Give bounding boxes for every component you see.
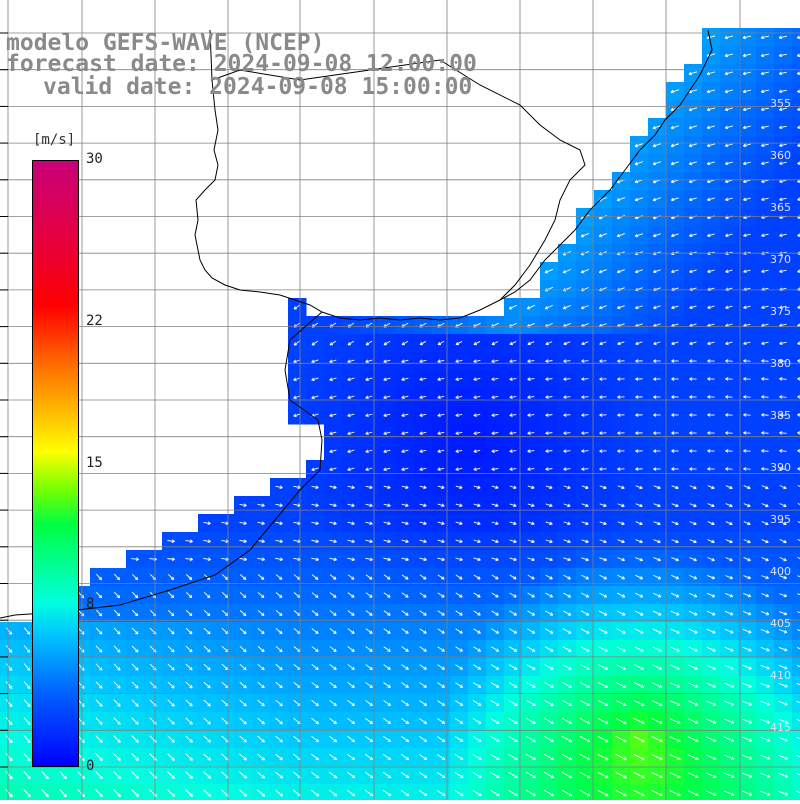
wind-speed-cell [0,784,19,800]
wind-speed-cell [378,784,397,800]
wind-speed-cell [90,784,109,800]
latitude-label: 415 [770,721,791,734]
latitude-label: 375 [770,305,791,318]
wind-speed-cell [216,784,235,800]
wind-speed-cell [468,784,487,800]
latitude-label: 390 [770,461,791,474]
wind-speed-cell [540,784,559,800]
wind-speed-cell [198,784,217,800]
latitude-label: 405 [770,617,791,630]
wind-speed-cell [612,784,631,800]
wind-speed-cell [792,712,800,731]
wind-speed-cell [792,676,800,695]
wind-speed-cell [234,784,253,800]
wind-speed-cell [162,784,181,800]
title-forecast-date: forecast date: 2024-09-08 12:00:00 [6,53,477,76]
wind-speed-cell [36,784,55,800]
latitude-label: 385 [770,409,791,422]
latitude-label: 355 [770,97,791,110]
wind-speed-cell [288,784,307,800]
wind-speed-cell [738,784,757,800]
wind-speed-cell [792,658,800,677]
latitude-label: 380 [770,357,791,370]
title-valid-date: valid date: 2024-09-08 15:00:00 [43,76,472,99]
wind-speed-cell [720,784,739,800]
wind-speed-cell [792,550,800,569]
wind-speed-cell [756,784,775,800]
wind-speed-cell [396,784,415,800]
latitude-label: 360 [770,149,791,162]
wind-speed-cell [360,784,379,800]
wind-speed-cell [792,478,800,497]
wind-speed-cell [108,784,127,800]
wind-speed-cell [450,784,469,800]
wind-speed-cell [792,694,800,713]
wind-speed-cell [792,586,800,605]
latitude-label: 395 [770,513,791,526]
wind-speed-cell [792,532,800,551]
colorbar-tick-label: 0 [86,758,94,774]
wind-speed-cell [792,604,800,623]
wind-speed-cell [270,784,289,800]
wind-speed-cell [252,784,271,800]
wind-speed-cell [342,784,361,800]
wind-speed-cell [522,784,541,800]
wind-speed-cell [792,730,800,749]
wind-speed-cell [594,784,613,800]
latitude-label: 410 [770,669,791,682]
colorbar-tick-label: 22 [86,313,103,329]
colorbar [32,160,79,767]
wind-speed-cell [432,784,451,800]
wind-speed-cell [558,784,577,800]
wind-speed-cell [792,766,800,785]
colorbar-tick-label: 30 [86,151,103,167]
wind-speed-cell [792,514,800,533]
wind-speed-cell [792,622,800,641]
wind-speed-cell [486,784,505,800]
wind-speed-cell [630,784,649,800]
wind-speed-cell [144,784,163,800]
wind-speed-cell [648,784,667,800]
colorbar-unit: [m/s] [33,132,75,148]
wind-speed-field [0,28,800,800]
colorbar-tick-label: 8 [86,596,94,612]
wind-speed-cell [18,784,37,800]
wind-speed-cell [126,784,145,800]
wind-speed-cell [72,784,91,800]
latitude-label: 370 [770,253,791,266]
colorbar-tick-label: 15 [86,455,103,471]
wind-speed-cell [792,748,800,767]
wind-speed-cell [414,784,433,800]
wind-speed-cell [684,784,703,800]
latitude-label: 400 [770,565,791,578]
wind-speed-cell [792,640,800,659]
wind-speed-cell [702,784,721,800]
wind-speed-cell [306,784,325,800]
latitude-label: 365 [770,201,791,214]
wind-speed-cell [774,784,793,800]
wind-speed-cell [54,784,73,800]
wind-speed-cell [666,784,685,800]
wind-speed-cell [576,784,595,800]
wind-speed-cell [792,496,800,515]
wind-speed-cell [324,784,343,800]
wind-speed-cell [180,784,199,800]
